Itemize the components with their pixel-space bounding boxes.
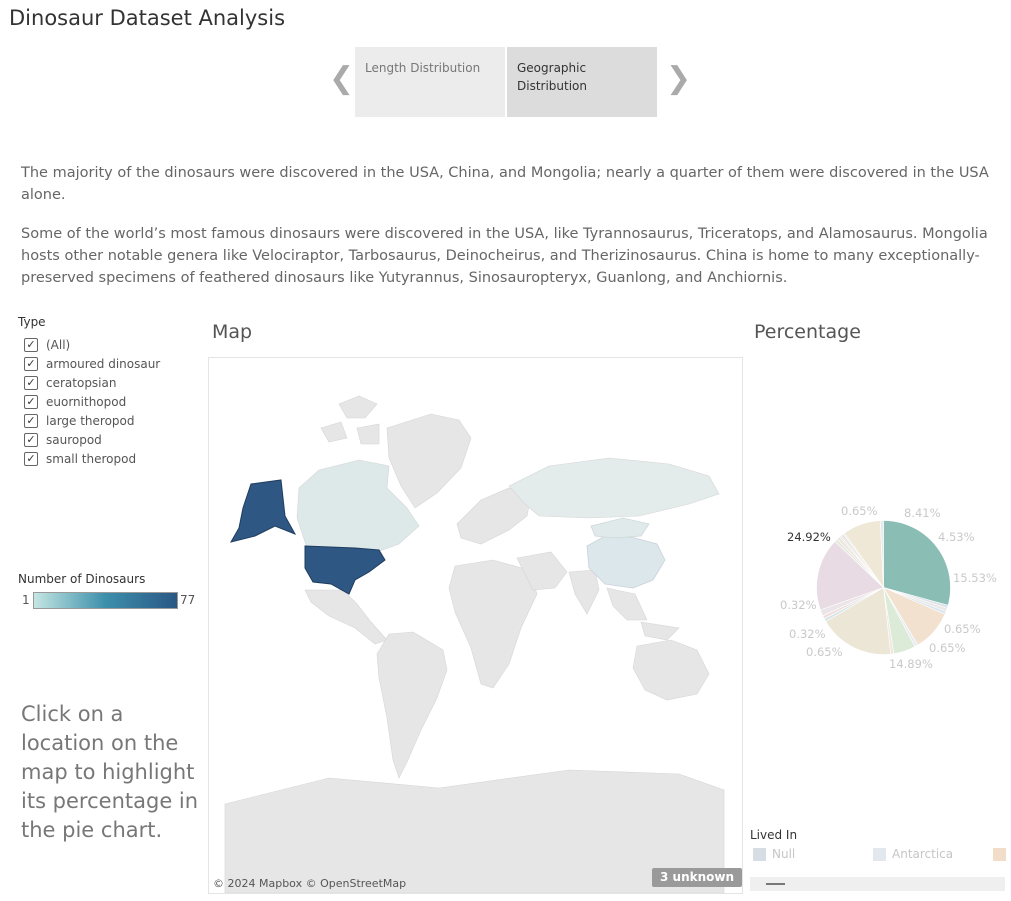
type-filter-option-label: large theropod	[46, 413, 135, 428]
map-region-usa-alaska[interactable]	[229, 479, 297, 543]
pie-label: 4.53%	[938, 530, 975, 544]
map-hint-text: Click on a location on the map to highli…	[21, 702, 199, 842]
description-paragraph-1: The majority of the dinosaurs were disco…	[21, 165, 989, 203]
lived-in-legend-item[interactable]: Antarctica	[873, 847, 953, 861]
pie-label: 15.53%	[953, 571, 997, 585]
legend-item-label: Antarctica	[892, 847, 954, 861]
legend-swatch	[993, 847, 1006, 861]
count-legend-max: 77	[180, 593, 196, 607]
unknown-locations-badge[interactable]: 3 unknown	[652, 868, 743, 887]
count-legend-title: Number of Dinosaurs	[18, 572, 146, 586]
legend-swatch	[873, 847, 886, 861]
map-region-europe[interactable]	[456, 487, 532, 545]
pie-label: 0.65%	[841, 504, 878, 518]
type-filter-option-label: small theropod	[46, 451, 137, 466]
map-region-arctic-islands[interactable]	[320, 395, 380, 445]
map-region-china[interactable]	[586, 533, 666, 589]
checkbox-checked-icon[interactable]: ✓	[24, 375, 38, 390]
world-map[interactable]	[208, 357, 743, 894]
type-filter-large-theropod[interactable]: ✓ large theropod	[24, 411, 135, 430]
map-title: Map	[212, 321, 253, 343]
map-region-russia[interactable]	[508, 457, 720, 519]
pie-label: 0.65%	[806, 645, 843, 659]
type-filter-all[interactable]: ✓ (All)	[24, 335, 70, 354]
legend-item-label: Null	[772, 847, 796, 861]
pie-label: 0.65%	[944, 622, 981, 636]
pie-label-highlighted: 24.92%	[787, 530, 831, 544]
map-region-india[interactable]	[568, 569, 600, 615]
map-region-usa[interactable]	[304, 545, 386, 595]
type-filter-option-label: sauropod	[46, 432, 102, 447]
chevron-left-icon[interactable]: ❮	[329, 61, 355, 96]
map-region-mongolia[interactable]	[590, 517, 650, 539]
pie-label: 0.65%	[929, 641, 966, 655]
checkbox-checked-icon[interactable]: ✓	[24, 413, 38, 428]
checkbox-checked-icon[interactable]: ✓	[24, 394, 38, 409]
pie-slice[interactable]	[816, 540, 885, 611]
type-filter-option-label: euornithopod	[46, 394, 127, 409]
checkbox-checked-icon[interactable]: ✓	[24, 432, 38, 447]
map-region-australia[interactable]	[632, 639, 710, 701]
pie-slice[interactable]	[879, 520, 884, 588]
lived-in-legend-title: Lived In	[750, 828, 798, 842]
type-filter-option-label: (All)	[46, 337, 71, 352]
pie-slice[interactable]	[825, 587, 892, 655]
checkbox-checked-icon[interactable]: ✓	[24, 356, 38, 371]
percentage-pie-chart[interactable]	[816, 520, 951, 655]
pie-label: 14.89%	[889, 657, 933, 671]
pie-title: Percentage	[754, 321, 861, 343]
pie-label: 8.41%	[904, 506, 941, 520]
count-legend-min: 1	[22, 593, 30, 607]
count-legend-gradient	[33, 592, 178, 609]
map-region-africa[interactable]	[448, 559, 538, 689]
type-filter-ceratopsian[interactable]: ✓ ceratopsian	[24, 373, 116, 392]
type-filter-label: Type	[18, 315, 46, 329]
pie-label: 0.32%	[789, 627, 826, 641]
type-filter-option-label: armoured dinosaur	[46, 356, 161, 371]
chevron-right-icon[interactable]: ❯	[666, 61, 692, 96]
map-region-south-america[interactable]	[376, 631, 448, 779]
lived-in-legend-item[interactable]: Null	[753, 847, 795, 861]
description-paragraph-2: Some of the world’s most famous dinosaur…	[21, 226, 988, 286]
type-filter-small-theropod[interactable]: ✓ small theropod	[24, 449, 136, 468]
legend-swatch	[753, 847, 766, 861]
world-map-svg[interactable]	[209, 358, 742, 893]
map-attribution: © 2024 Mapbox © OpenStreetMap	[213, 877, 407, 890]
map-region-middle-east[interactable]	[516, 551, 568, 591]
type-filter-option-label: ceratopsian	[46, 375, 117, 390]
map-region-mexico-central-america[interactable]	[304, 589, 388, 645]
map-region-greenland[interactable]	[386, 413, 472, 509]
story-tab-length-distribution[interactable]: Length Distribution	[355, 47, 505, 117]
type-filter-armoured-dinosaur[interactable]: ✓ armoured dinosaur	[24, 354, 160, 373]
story-tab-geographic-distribution[interactable]: Geographic Distribution	[507, 47, 657, 117]
dashboard-title: Dinosaur Dataset Analysis	[9, 6, 286, 30]
pie-slice-highlighted[interactable]	[883, 520, 951, 606]
lived-in-legend-item[interactable]	[993, 847, 1011, 861]
map-region-antarctica[interactable]	[224, 769, 725, 893]
pie-label: 0.32%	[780, 598, 817, 612]
map-region-southeast-asia[interactable]	[606, 587, 680, 641]
type-filter-euornithopod[interactable]: ✓ euornithopod	[24, 392, 126, 411]
legend-scroll-handle[interactable]	[766, 883, 785, 885]
type-filter-sauropod[interactable]: ✓ sauropod	[24, 430, 102, 449]
checkbox-checked-icon[interactable]: ✓	[24, 451, 38, 466]
checkbox-checked-icon[interactable]: ✓	[24, 337, 38, 352]
legend-scrollbar[interactable]	[750, 877, 1005, 891]
